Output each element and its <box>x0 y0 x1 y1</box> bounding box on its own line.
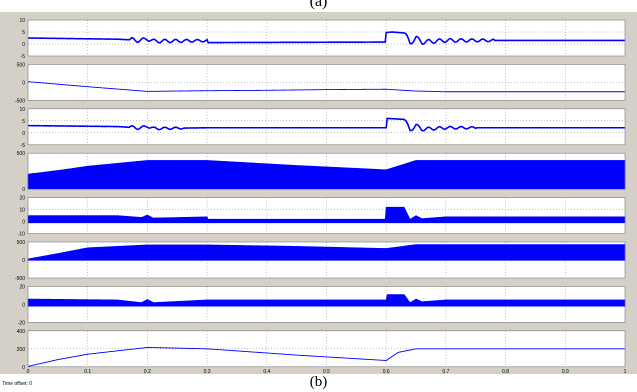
plot-3-trace <box>27 117 625 132</box>
plot-7-ytick-label: 20 <box>19 284 25 290</box>
plot-6-trace <box>27 244 626 261</box>
figure-label-b: (b) <box>309 374 328 390</box>
plot-3-frame <box>27 108 626 146</box>
plot-4-frame <box>27 152 626 190</box>
plot-5-ytick-label: 20 <box>19 196 25 202</box>
time-offset-label: Time offset: 0 <box>2 381 33 387</box>
scope-plots: 1050-55000-5001050-5500020100-105000-500… <box>15 18 627 375</box>
x-tick-label: 0.9 <box>562 369 569 374</box>
plot-6-ytick-label: 0 <box>22 258 25 264</box>
plot-8-ytick-label: 0 <box>22 365 25 371</box>
plot-6-ytick-label: 500 <box>17 240 26 246</box>
plot-4-ytick-label: 0 <box>22 187 25 193</box>
x-tick-label: 0.7 <box>442 369 449 374</box>
plot-2-ytick-label: 500 <box>17 62 26 68</box>
plot-5-ytick-label: -10 <box>18 232 25 238</box>
plot-3-ytick-label: 5 <box>22 119 25 125</box>
x-tick-label: 0.6 <box>383 369 390 374</box>
plot-7-frame <box>27 286 626 323</box>
x-tick-label: 0.5 <box>323 369 330 374</box>
plot-1-ytick-label: 5 <box>22 30 25 36</box>
plot-8-ytick-label: 200 <box>17 347 26 353</box>
plot-8-trace <box>27 346 625 367</box>
plot-5-ytick-label: 0 <box>22 220 25 226</box>
x-tick-label: 1 <box>624 369 627 374</box>
x-tick-label: 0.1 <box>84 369 91 374</box>
plot-2-ytick-label: -500 <box>15 98 25 104</box>
plot-3-ytick-label: 10 <box>19 107 25 113</box>
plot-2-ytick-label: 0 <box>22 80 25 86</box>
plot-7-ytick-label: -20 <box>18 320 25 326</box>
plot-4-ytick-label: 500 <box>17 151 26 157</box>
plot-5-trace <box>27 206 626 224</box>
x-tick-label: 0.3 <box>204 369 211 374</box>
plot-7-ytick-label: 0 <box>22 302 25 308</box>
figure-label-a: (a) <box>309 0 328 10</box>
plot-3-ytick-label: 0 <box>22 131 25 137</box>
plot-8-ytick-label: 400 <box>17 329 26 335</box>
plot-1-frame <box>27 19 626 57</box>
plot-8-frame <box>27 330 626 368</box>
plot-2-trace <box>27 81 625 93</box>
plot-1-trace <box>27 31 625 45</box>
plot-4-trace <box>27 160 626 190</box>
plot-2-frame <box>27 64 626 101</box>
plot-7-trace <box>27 294 626 307</box>
plot-6-ytick-label: -500 <box>15 276 25 282</box>
plot-5-frame <box>27 197 626 234</box>
plot-1-ytick-label: 0 <box>22 42 25 48</box>
x-tick-label: 0.4 <box>263 369 270 374</box>
x-tick-label: 0.2 <box>144 369 151 374</box>
plot-6-frame <box>27 241 626 279</box>
scope-window: 10 5 0 -5 500 0 -500 10 5 0 -5 500 0 20 10 0 -10 500 0 -500… <box>0 12 637 375</box>
x-tick-label: 0.8 <box>502 369 509 374</box>
plot-5-ytick-label: 10 <box>19 208 25 214</box>
plot-1-ytick-label: -5 <box>21 54 26 60</box>
plot-3-ytick-label: -5 <box>21 143 26 149</box>
plot-1-ytick-label: 10 <box>19 18 25 24</box>
x-tick-label: 0 <box>27 369 30 374</box>
